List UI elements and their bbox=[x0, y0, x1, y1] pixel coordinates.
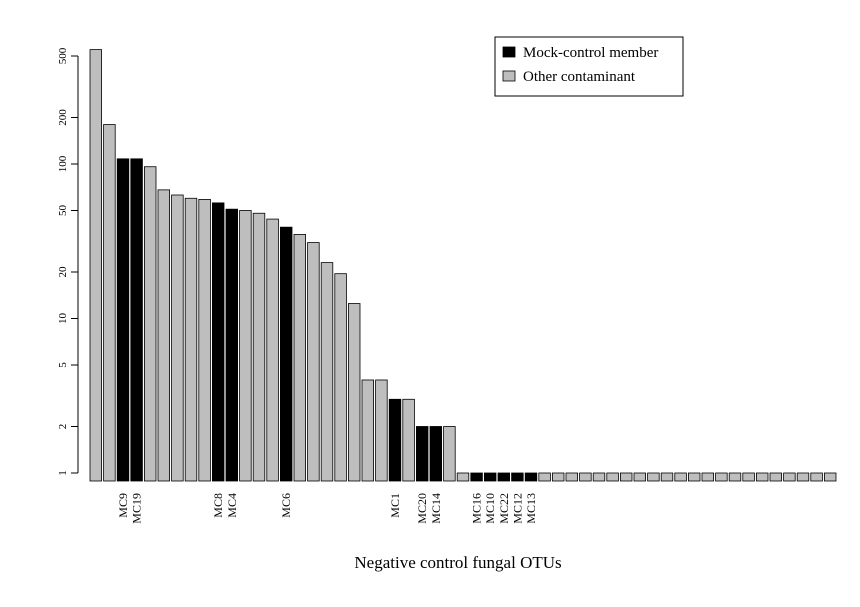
bar-mock-control bbox=[116, 158, 130, 482]
bar-mock-control bbox=[524, 472, 538, 482]
bar-other-contaminant bbox=[715, 472, 728, 482]
bar-other-contaminant bbox=[456, 472, 470, 482]
bar-label: MC10 bbox=[483, 493, 497, 524]
legend-swatch-other bbox=[502, 70, 516, 82]
bar-mock-control bbox=[415, 426, 429, 482]
bar-other-contaminant bbox=[756, 472, 769, 482]
bar-other-contaminant bbox=[742, 472, 755, 482]
bar-other-contaminant bbox=[157, 189, 171, 482]
bar-mock-control bbox=[388, 398, 402, 482]
bar-other-contaminant bbox=[674, 472, 687, 482]
bar-label: MC19 bbox=[130, 493, 144, 524]
bar-mock-control bbox=[429, 426, 443, 482]
bar-other-contaminant bbox=[701, 472, 715, 482]
bar-label: MC12 bbox=[510, 493, 524, 524]
bar-other-contaminant bbox=[320, 262, 334, 482]
y-tick-label: 200 bbox=[57, 109, 69, 126]
y-tick-label: 2 bbox=[57, 424, 69, 430]
y-tick-label: 500 bbox=[57, 47, 69, 64]
bar-other-contaminant bbox=[606, 472, 619, 482]
bar-other-contaminant bbox=[769, 472, 783, 482]
bar-other-contaminant bbox=[347, 303, 361, 482]
bar-other-contaminant bbox=[402, 398, 415, 482]
bar-other-contaminant bbox=[239, 210, 252, 482]
legend-label-other: Other contaminant bbox=[523, 69, 636, 85]
bar-other-contaminant bbox=[552, 472, 565, 482]
bar-other-contaminant bbox=[688, 472, 701, 482]
bar-label: MC9 bbox=[116, 493, 130, 518]
bar-mock-control bbox=[511, 472, 524, 482]
bar-other-contaminant bbox=[198, 198, 211, 482]
category-labels: MC9 MC19 MC8 MC4 MC6 MC1 MC20 MC14 MC16 MC10 MC22 M… bbox=[116, 493, 538, 524]
bar-mock-control bbox=[279, 226, 293, 482]
bar-label: MC13 bbox=[524, 493, 538, 524]
bar-other-contaminant bbox=[633, 472, 647, 482]
bar-other-contaminant bbox=[334, 273, 347, 482]
bar-other-contaminant bbox=[361, 379, 375, 482]
bar-other-contaminant bbox=[103, 124, 116, 482]
bar-label: MC22 bbox=[497, 493, 511, 524]
bar-label: MC6 bbox=[279, 493, 293, 518]
bar-other-contaminant bbox=[266, 218, 279, 482]
y-tick-label: 5 bbox=[57, 362, 69, 368]
bar-mock-control bbox=[497, 472, 511, 482]
bar-mock-control bbox=[225, 208, 239, 482]
bar-other-contaminant bbox=[565, 472, 579, 482]
legend-box bbox=[494, 36, 684, 97]
bar-other-contaminant bbox=[728, 472, 742, 482]
y-tick-label: 10 bbox=[57, 312, 69, 324]
bar-other-contaminant bbox=[620, 472, 633, 482]
bar-label: MC16 bbox=[470, 493, 484, 524]
bars-group bbox=[89, 49, 837, 482]
bar-other-contaminant bbox=[293, 234, 307, 482]
y-tick-label: 20 bbox=[57, 266, 69, 278]
y-tick-label: 50 bbox=[57, 205, 69, 217]
bar-other-contaminant bbox=[143, 166, 157, 482]
bar-other-contaminant bbox=[307, 242, 320, 482]
bar-mock-control bbox=[130, 158, 143, 482]
x-axis-title: Negative control fungal OTUs bbox=[354, 553, 561, 572]
bar-mock-control bbox=[483, 472, 497, 482]
bar-other-contaminant bbox=[592, 472, 606, 482]
bar-label: MC20 bbox=[415, 493, 429, 524]
bar-label: MC14 bbox=[429, 493, 443, 524]
bar-label: MC8 bbox=[211, 493, 225, 518]
legend-swatch-mock bbox=[502, 46, 516, 58]
bar-other-contaminant bbox=[252, 212, 266, 482]
bar-other-contaminant bbox=[538, 472, 551, 482]
legend-label-mock: Mock-control member bbox=[523, 45, 658, 61]
bar-other-contaminant bbox=[824, 472, 837, 482]
bar-other-contaminant bbox=[184, 197, 198, 482]
bar-other-contaminant bbox=[443, 426, 456, 482]
y-tick-label: 100 bbox=[57, 155, 69, 172]
bar-label: MC1 bbox=[388, 493, 402, 518]
bar-other-contaminant bbox=[375, 379, 388, 482]
bar-other-contaminant bbox=[796, 472, 810, 482]
bar-other-contaminant bbox=[660, 472, 674, 482]
bar-mock-control bbox=[470, 472, 483, 482]
bar-mock-control bbox=[211, 202, 225, 482]
bar-other-contaminant bbox=[89, 49, 103, 482]
bar-other-contaminant bbox=[783, 472, 796, 482]
bar-other-contaminant bbox=[647, 472, 660, 482]
bar-other-contaminant bbox=[579, 472, 592, 482]
bar-label: MC4 bbox=[225, 493, 239, 518]
bar-other-contaminant bbox=[171, 194, 184, 482]
y-axis: 1 2 5 10 20 50 100 200 500 bbox=[57, 47, 79, 476]
bar-other-contaminant bbox=[810, 472, 823, 482]
legend: Mock-control member Other contaminant bbox=[494, 36, 684, 97]
y-tick-label: 1 bbox=[57, 470, 69, 476]
